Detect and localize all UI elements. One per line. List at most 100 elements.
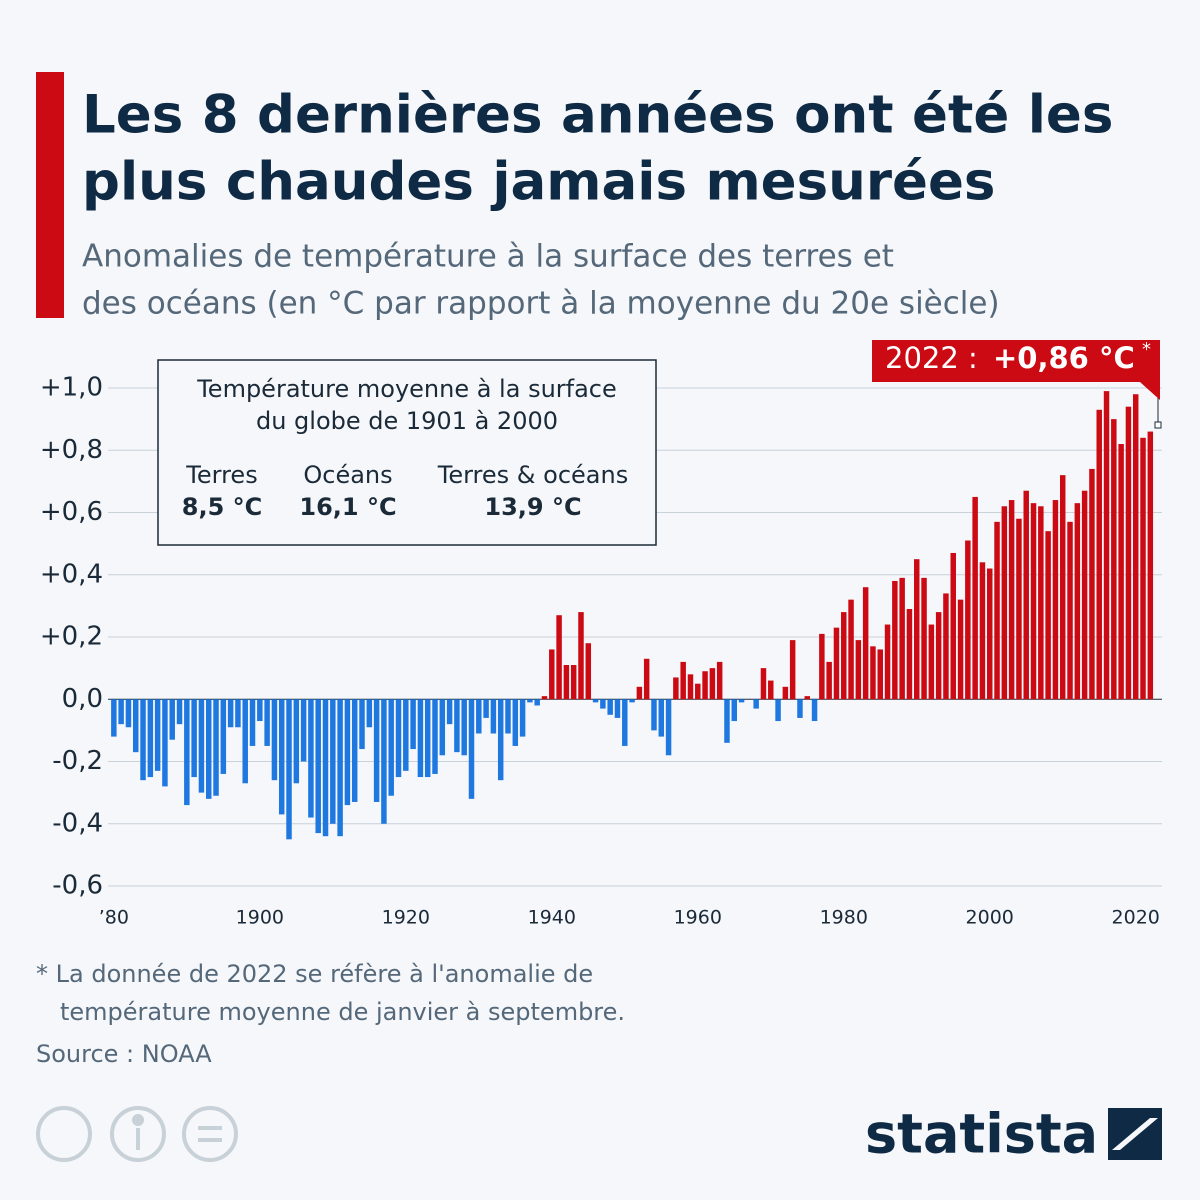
callout-marker	[1154, 421, 1162, 429]
bar	[220, 699, 227, 774]
bar	[154, 699, 161, 771]
bar	[403, 699, 409, 771]
bar	[921, 577, 927, 700]
bar	[184, 699, 190, 806]
info-item-value: 8,5 °C	[182, 493, 262, 521]
bar	[979, 562, 986, 700]
bar	[235, 699, 241, 728]
bar	[629, 699, 635, 703]
x-tick-label: 1960	[674, 907, 722, 929]
bar	[140, 699, 146, 781]
bar	[454, 699, 460, 753]
bar	[300, 699, 307, 762]
bar	[1067, 521, 1073, 700]
bar	[505, 699, 511, 734]
bar	[797, 699, 803, 718]
bar	[213, 699, 219, 796]
bar	[782, 686, 789, 700]
bar	[461, 699, 467, 756]
bar	[906, 608, 913, 700]
bar	[1089, 468, 1095, 700]
bar	[366, 699, 373, 728]
chart-title: Les 8 dernières années ont été les	[82, 85, 1113, 146]
y-tick-label: +0,6	[40, 497, 103, 527]
x-tick-label: 1940	[528, 907, 576, 929]
info-box	[157, 359, 657, 546]
bar	[811, 699, 818, 722]
bar	[1125, 406, 1132, 700]
bar	[972, 496, 978, 700]
bar	[1052, 500, 1059, 700]
bar	[271, 699, 278, 781]
bar	[862, 587, 869, 700]
bar	[1147, 431, 1154, 700]
bar	[198, 699, 205, 793]
bar	[417, 699, 424, 778]
bar	[395, 699, 402, 778]
bar	[541, 696, 548, 700]
bar	[373, 699, 380, 802]
bar	[1118, 444, 1124, 700]
bar	[848, 599, 854, 700]
bar	[162, 699, 168, 787]
bar	[695, 683, 701, 700]
bar	[1059, 475, 1066, 700]
bar	[1103, 391, 1110, 700]
bar	[315, 699, 321, 834]
bar	[519, 699, 526, 737]
callout-mark: *	[1142, 339, 1151, 360]
bar	[622, 699, 628, 746]
y-tick-label: 0,0	[62, 684, 103, 714]
bar	[490, 699, 497, 734]
bar	[556, 615, 562, 700]
bar	[673, 677, 679, 700]
bar	[1030, 503, 1037, 700]
bar	[709, 668, 716, 700]
bar	[833, 627, 840, 700]
info-item-name: Terres	[185, 461, 257, 489]
bar	[592, 699, 599, 703]
bar	[111, 699, 117, 737]
license-icons	[36, 1106, 238, 1162]
bar	[278, 699, 285, 815]
bar	[125, 699, 132, 728]
bar	[658, 699, 665, 737]
bar	[242, 699, 248, 784]
bar	[643, 658, 650, 700]
y-tick-label: +0,4	[40, 559, 103, 589]
y-tick-label: -0,6	[52, 871, 103, 901]
bar	[512, 699, 519, 746]
bar	[381, 699, 387, 824]
bar	[1008, 500, 1015, 700]
bar	[855, 640, 862, 700]
bar	[687, 674, 694, 700]
bar	[1023, 490, 1029, 700]
chart-title: plus chaudes jamais mesurées	[82, 152, 995, 213]
bar	[330, 699, 336, 824]
bar	[665, 699, 672, 756]
brand-icon	[1112, 1118, 1158, 1150]
bar	[826, 661, 832, 700]
bar	[804, 696, 810, 700]
bar	[738, 699, 745, 703]
bar	[1132, 394, 1139, 700]
bar	[1045, 531, 1051, 700]
bar	[789, 640, 796, 700]
subtitle: Anomalies de température à la surface de…	[82, 239, 894, 275]
bar	[1038, 506, 1044, 700]
bar	[680, 661, 686, 700]
bar	[205, 699, 212, 799]
y-tick-label: +0,8	[40, 435, 103, 465]
bar	[943, 593, 949, 700]
bar	[446, 699, 453, 725]
brand: statista	[865, 1103, 1098, 1166]
info-item-name: Océans	[303, 461, 392, 489]
y-tick-label: +0,2	[40, 622, 103, 652]
bar	[1016, 518, 1022, 700]
bar	[570, 665, 577, 700]
bar	[424, 699, 431, 778]
x-tick-label: 1900	[236, 907, 284, 929]
bars	[111, 391, 1154, 840]
bar	[585, 643, 592, 700]
